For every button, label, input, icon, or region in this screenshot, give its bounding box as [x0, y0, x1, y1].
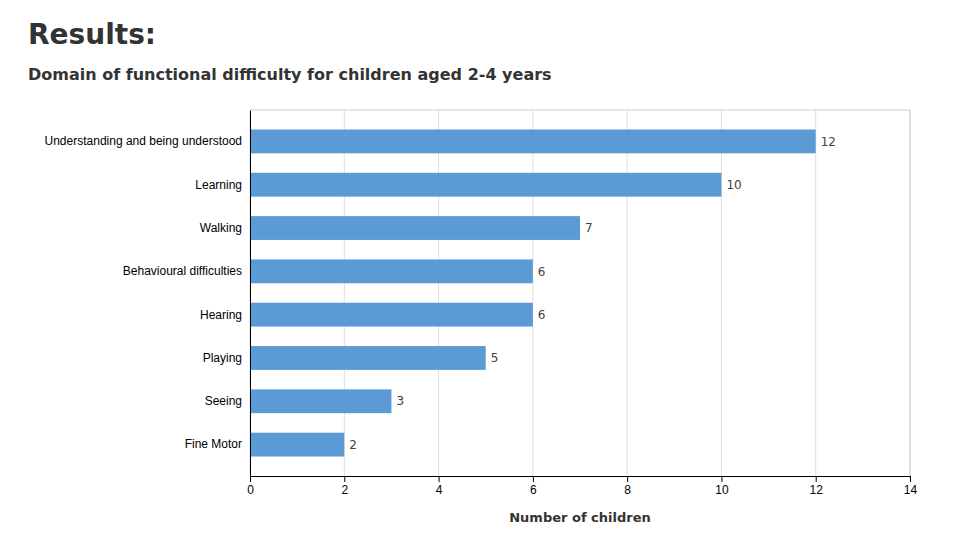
y-axis: Fine Motor Seeing Playing Hearing Behavioura…	[45, 111, 251, 477]
x-tick-label: 12	[810, 483, 824, 497]
data-label: 2	[349, 438, 357, 452]
x-tick-mark	[910, 476, 911, 482]
y-tick: Behavioural difficulties	[123, 264, 242, 278]
data-label: 12	[821, 135, 836, 149]
y-tick-label: Behavioural difficulties	[123, 264, 242, 278]
y-tick: Seeing	[205, 394, 242, 408]
y-tick-label: Fine Motor	[185, 437, 242, 451]
subtitle: Domain of functional difficulty for chil…	[28, 65, 552, 84]
x-tick-mark	[344, 476, 345, 482]
data-label: 10	[726, 178, 741, 192]
bar	[250, 433, 344, 457]
x-tick: 8	[624, 476, 631, 497]
y-tick-label: Playing	[203, 351, 242, 365]
y-tick: Playing	[203, 351, 242, 365]
y-tick-label: Learning	[195, 178, 242, 192]
grid-line	[532, 110, 533, 476]
y-tick-label: Hearing	[200, 307, 242, 321]
bar	[250, 259, 533, 283]
grid-line	[721, 110, 722, 476]
grid-line	[627, 110, 628, 476]
bar	[250, 129, 816, 153]
y-tick: Fine Motor	[185, 437, 242, 451]
y-tick-label: Walking	[200, 221, 242, 235]
x-tick-label: 14	[904, 483, 918, 497]
bar	[250, 389, 391, 413]
x-tick-label: 8	[624, 483, 631, 497]
data-label: 6	[538, 265, 546, 279]
x-tick: 12	[810, 476, 824, 497]
x-tick-label: 6	[530, 483, 537, 497]
y-tick-label: Understanding and being understood	[45, 134, 242, 148]
x-tick-mark	[250, 476, 251, 482]
x-tick: 14	[904, 476, 918, 497]
x-tick-label: 0	[247, 483, 254, 497]
data-label: 5	[491, 351, 499, 365]
x-tick-mark	[816, 476, 817, 482]
x-tick-label: 2	[341, 483, 348, 497]
x-tick-mark	[439, 476, 440, 482]
x-axis: 0 2 4 6 8 10 12 14	[247, 476, 917, 497]
data-label: 6	[538, 308, 546, 322]
y-axis-line	[250, 111, 251, 477]
grid-line	[910, 110, 911, 476]
data-labels: 2 3 5 6 6 7 10 12	[349, 135, 836, 452]
grid	[250, 110, 910, 476]
grid-line	[250, 110, 251, 476]
y-tick: Learning	[195, 178, 242, 192]
bar	[250, 346, 486, 370]
title: Results:	[28, 18, 156, 51]
x-tick-mark	[721, 476, 722, 482]
grid-line	[815, 110, 816, 476]
x-axis-line	[251, 477, 911, 483]
chart: Results: Domain of functional difficulty …	[0, 0, 960, 540]
x-tick: 0	[247, 476, 254, 497]
frame	[910, 110, 911, 476]
x-tick-label: 4	[436, 483, 443, 497]
x-tick-mark	[627, 476, 628, 482]
x-tick: 4	[436, 476, 443, 497]
plot: 2 3 5 6 6 7 10 12 0 2 4 6 8 10 12 14 Fine Motor Seeing Pla…	[45, 110, 918, 497]
bar	[250, 216, 580, 240]
y-tick-label: Seeing	[205, 394, 242, 408]
grid-line	[438, 110, 439, 476]
x-tick: 6	[530, 476, 537, 497]
y-tick: Understanding and being understood	[45, 134, 242, 148]
data-label: 7	[585, 221, 593, 235]
x-tick: 2	[341, 476, 348, 497]
y-tick: Hearing	[200, 307, 242, 321]
grid-line	[344, 110, 345, 476]
x-tick-label: 10	[715, 483, 729, 497]
data-label: 3	[396, 394, 404, 408]
y-tick: Walking	[200, 221, 242, 235]
x-axis-title: Number of children	[509, 510, 651, 525]
frame	[250, 110, 910, 111]
x-tick: 10	[715, 476, 729, 497]
bars	[250, 129, 816, 456]
bar	[250, 303, 533, 327]
x-tick-mark	[533, 476, 534, 482]
bar	[250, 173, 721, 197]
